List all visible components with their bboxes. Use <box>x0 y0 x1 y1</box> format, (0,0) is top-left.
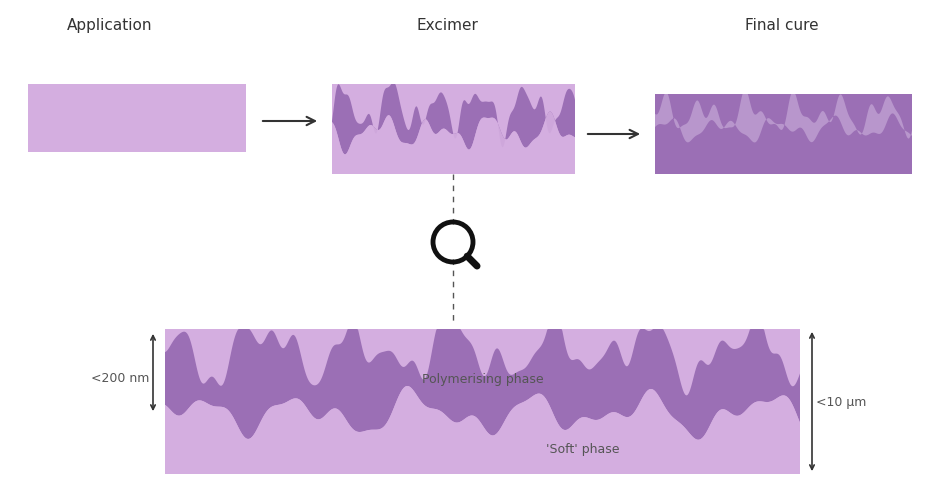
Polygon shape <box>655 95 912 143</box>
Polygon shape <box>165 386 800 474</box>
Polygon shape <box>165 329 800 440</box>
Polygon shape <box>332 112 575 175</box>
Text: <200 nm: <200 nm <box>91 371 149 384</box>
Bar <box>655 95 912 175</box>
Bar <box>332 85 575 175</box>
Bar <box>165 329 800 474</box>
Text: Application: Application <box>67 18 153 33</box>
Text: Final cure: Final cure <box>745 18 819 33</box>
Bar <box>28 85 246 153</box>
Text: <10 μm: <10 μm <box>816 395 867 408</box>
Text: Excimer: Excimer <box>416 18 478 33</box>
Polygon shape <box>332 85 575 155</box>
Text: Polymerising phase: Polymerising phase <box>422 373 543 386</box>
Text: 'Soft' phase: 'Soft' phase <box>546 443 620 456</box>
